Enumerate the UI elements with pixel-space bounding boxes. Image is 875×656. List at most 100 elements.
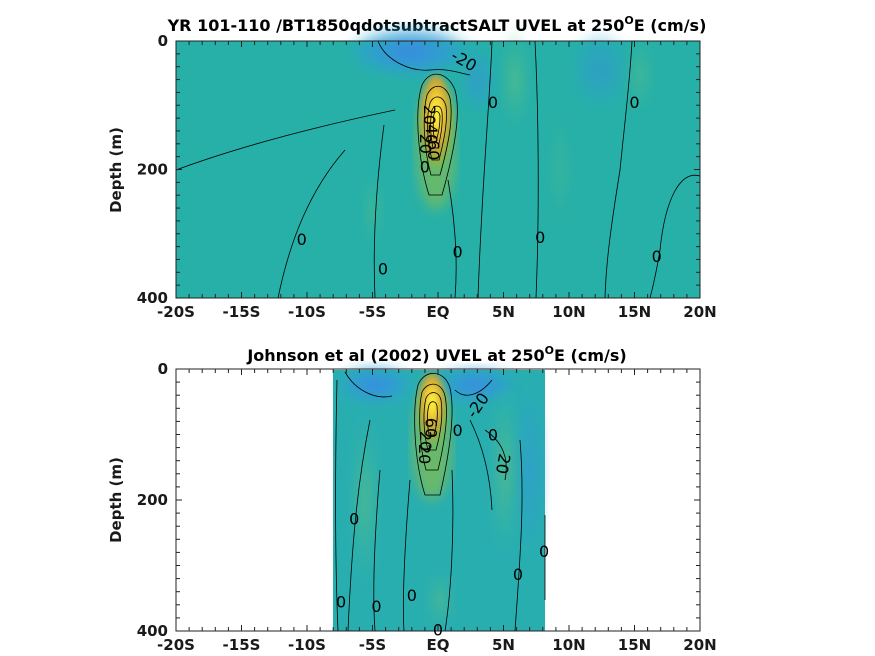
panel-1-contour-zero-right-4: [649, 174, 701, 299]
panel-1-green-band-1: [501, 25, 529, 135]
panel-2-green-right: [491, 380, 519, 560]
x-tick-label: -5S: [359, 636, 386, 654]
contour-label: 0: [535, 228, 545, 247]
panel-2: Johnson et al (2002) UVEL at 250OE (cm/s…: [107, 344, 717, 654]
panel-1-x-tick-labels: -20S -15S -10S -5S EQ 5N 10N 15N 20N: [157, 303, 717, 321]
panel-2-title: Johnson et al (2002) UVEL at 250OE (cm/s…: [246, 344, 626, 365]
contour-label: 20: [492, 452, 514, 475]
x-tick-label: EQ: [427, 636, 450, 654]
panel-2-contour-surface-neg20-b: [454, 379, 493, 396]
y-tick-label: 400: [137, 289, 168, 307]
panel-1-contour-zero-center: [447, 179, 457, 299]
panel-2-contour-jet-4: [427, 401, 438, 436]
panel-1-contour-jet-5: [432, 111, 441, 139]
x-tick-label: 20N: [683, 303, 716, 321]
panel-1-x-tick-marks: [175, 41, 701, 298]
x-tick-label: 15N: [618, 636, 651, 654]
x-tick-label: 15N: [618, 303, 651, 321]
panel-1-y-axis-label: Depth (m): [107, 127, 125, 213]
panel-1-contour-zero-left-3: [277, 149, 346, 299]
contour-label: 0: [629, 93, 639, 112]
panel-1-blue-right: [570, 30, 630, 110]
panel-2-contours: [335, 371, 546, 632]
panel-2-x-tick-labels: -20S -15S -10S -5S EQ 5N 10N 15N 20N: [157, 636, 717, 654]
panel-1-contour-jet-2: [423, 85, 452, 176]
contour-label: 20: [416, 431, 435, 451]
contour-label: 0: [420, 157, 430, 176]
contour-label: 0: [336, 593, 346, 612]
panel-2-green-left: [351, 410, 379, 590]
contour-label: 0: [349, 509, 359, 528]
contour-label: 0: [407, 586, 417, 605]
contour-label: 0: [453, 243, 463, 262]
panel-1-y-tick-labels: 0 200 400: [137, 32, 168, 307]
panel-1-contours: [175, 40, 701, 299]
x-tick-label: -5S: [359, 303, 386, 321]
contour-label: 0: [488, 426, 498, 445]
panel-2-contour-center-2: [444, 469, 454, 632]
x-tick-label: -20S: [157, 303, 195, 321]
panel-2-contour-left-3: [373, 469, 381, 632]
y-tick-label: 400: [137, 622, 168, 640]
contour-label: 20: [416, 134, 435, 154]
panel-1-green-band-2: [626, 35, 654, 115]
panel-2-surface-blue-right: [430, 367, 520, 403]
panel-2-contour-left-2: [335, 379, 339, 632]
contour-label: 20: [420, 105, 439, 125]
x-tick-label: -20S: [157, 636, 195, 654]
contour-label: 0: [488, 93, 498, 112]
contour-label: 60: [421, 418, 440, 438]
panel-2-contour-surface-neg20-a: [344, 371, 393, 398]
x-tick-label: 10N: [552, 636, 585, 654]
panel-2-y-tick-marks: [176, 368, 700, 632]
panel-1-contour-jet-3: [427, 96, 447, 161]
panel-1-surface-blue: [345, 26, 475, 78]
x-tick-label: 10N: [552, 303, 585, 321]
panel-1-contour-zero-left-2: [373, 124, 385, 299]
panel-2-contour-jet-2: [419, 383, 447, 471]
panel-1-green-band-4: [548, 110, 572, 230]
contour-label: 40: [422, 124, 441, 144]
panel-2-contour-center-1: [402, 479, 411, 632]
panel-1: YR 101-110 /BT1850qdotsubtractSALT UVEL …: [107, 14, 717, 321]
contour-label: 20: [415, 444, 434, 464]
contour-label: 0: [539, 542, 549, 561]
panel-1-contour-zero-right-3: [604, 40, 633, 299]
y-tick-label: 200: [137, 161, 168, 179]
contour-label: 0: [433, 621, 443, 640]
panel-1-contour-jet-1: [417, 73, 458, 196]
panel-1-y-tick-marks: [176, 40, 700, 299]
panel-2-jet-core: [416, 373, 448, 457]
panel-2-contour-jet-3: [423, 392, 443, 451]
panel-2-field: [333, 365, 546, 632]
y-tick-label: 0: [158, 360, 168, 378]
panel-2-contour-jet-1: [414, 372, 453, 496]
y-tick-label: 200: [137, 491, 168, 509]
contour-label: 60: [424, 140, 443, 160]
x-tick-label: -10S: [288, 303, 326, 321]
contour-label: 0: [297, 230, 307, 249]
contour-label: 0: [378, 259, 388, 278]
panel-1-green-band-3: [363, 170, 383, 250]
x-tick-label: 5N: [492, 303, 515, 321]
x-tick-label: -15S: [223, 636, 261, 654]
contour-label: 0: [652, 247, 662, 266]
panel-1-contour-zero-right-1: [477, 40, 493, 299]
x-tick-label: -15S: [223, 303, 261, 321]
contour-label: 0: [453, 421, 463, 440]
panel-2-y-axis-label: Depth (m): [107, 457, 125, 543]
panel-1-contour-surface-neg20: [377, 40, 471, 76]
x-tick-label: -10S: [288, 636, 326, 654]
contour-label: 0: [371, 597, 381, 616]
panel-2-contour-left-1: [347, 419, 371, 632]
panel-1-blue-mid: [460, 45, 496, 115]
x-tick-label: 5N: [492, 636, 515, 654]
panel-1-contour-zero-left-1: [175, 109, 396, 171]
panel-2-contour-right-3: [514, 439, 523, 632]
x-tick-label: EQ: [427, 303, 450, 321]
y-tick-label: 0: [158, 32, 168, 50]
panel-1-contour-zero-right-2: [534, 40, 539, 299]
panel-2-y-tick-labels: 0 200 400: [137, 360, 168, 640]
panel-2-contour-right-1: [469, 419, 493, 511]
